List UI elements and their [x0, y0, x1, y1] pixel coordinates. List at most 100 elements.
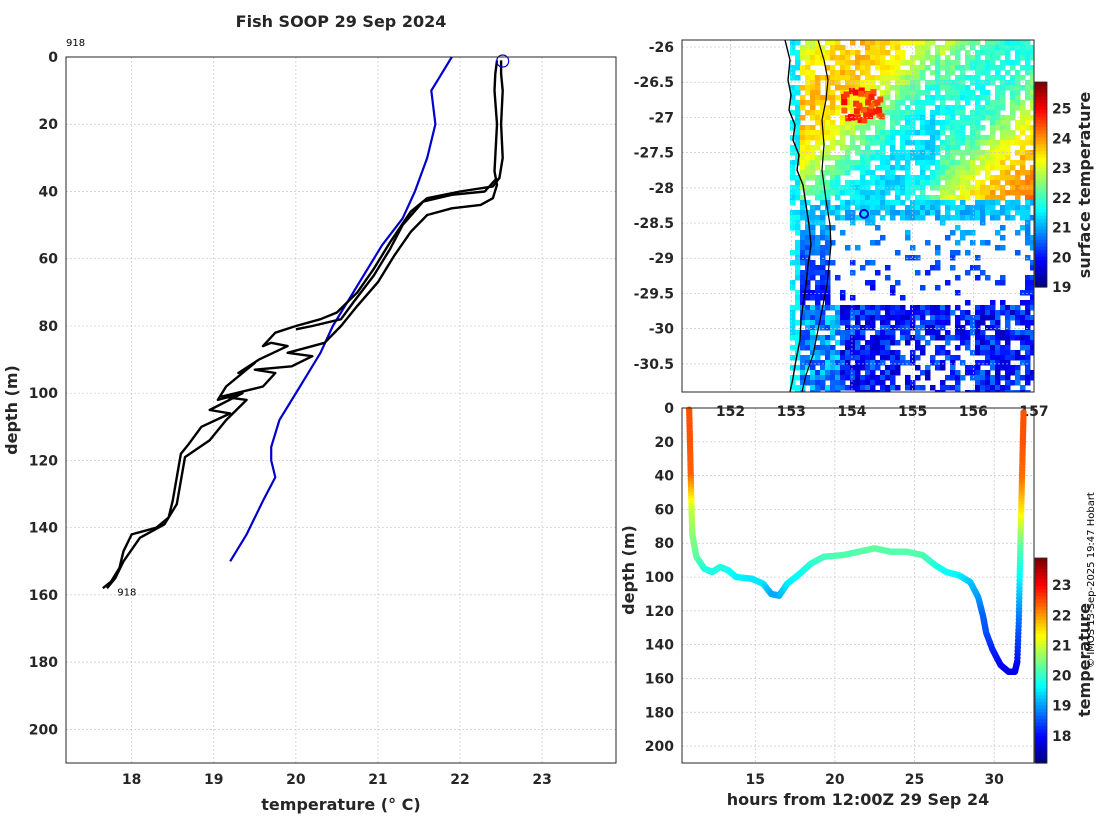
sst-cell [880, 130, 886, 136]
sst-cell [875, 85, 881, 91]
sst-cell [840, 120, 846, 126]
sst-cell [945, 195, 951, 201]
sst-cell [835, 60, 841, 66]
sst-cell [920, 155, 926, 161]
sst-cell [960, 155, 966, 161]
data-point [1020, 409, 1027, 416]
sst-cell [825, 295, 831, 301]
sst-cell [1015, 355, 1021, 361]
sst-cell [985, 175, 991, 181]
sst-cell [975, 195, 981, 201]
sst-cell [1010, 330, 1016, 336]
sst-cell [950, 180, 956, 186]
sst-cell [1020, 100, 1026, 106]
sst-cell [970, 365, 976, 371]
colorbar-segment [1035, 280, 1047, 285]
sst-cell [800, 175, 806, 181]
sst-cell [1030, 330, 1034, 336]
sst-cell [965, 145, 971, 151]
sst-cell [815, 290, 821, 296]
sst-cell [820, 225, 826, 231]
sst-cell [1025, 285, 1031, 291]
sst-cell [815, 75, 821, 81]
sst-cell [925, 165, 931, 171]
sst-cell [960, 110, 966, 116]
sst-cell [995, 345, 1001, 351]
sst-cell [980, 210, 986, 216]
sst-cell [850, 125, 856, 131]
sst-cell [950, 120, 956, 126]
sst-cell [970, 215, 976, 221]
sst-cell [800, 295, 806, 301]
sst-cell [950, 115, 956, 121]
sst-cell [915, 385, 921, 391]
sst-cell [815, 240, 821, 246]
sst-cell [870, 370, 876, 376]
sst-cell [995, 195, 1001, 201]
sst-cell [1010, 130, 1016, 136]
sst-cell [890, 305, 896, 311]
colorbar-segment [1035, 605, 1047, 610]
sst-cell [880, 385, 886, 391]
sst-cell [930, 170, 936, 176]
sst-cell [950, 165, 956, 171]
sst-cell [800, 125, 806, 131]
sst-cell [1025, 200, 1031, 206]
colorbar-segment [1035, 92, 1047, 97]
sst-cell [830, 360, 836, 366]
sst-cell [895, 70, 901, 76]
sst-cell [885, 205, 891, 211]
colorbar-segment [1035, 246, 1047, 251]
sst-cell [1000, 190, 1006, 196]
sst-cell [845, 100, 851, 106]
sst-cell [790, 320, 796, 326]
sst-cell [790, 215, 796, 221]
sst-cell [845, 55, 851, 61]
sst-cell [890, 380, 896, 386]
sst-cell [810, 150, 816, 156]
colorbar-segment [1035, 602, 1047, 607]
sst-cell [1010, 115, 1016, 121]
sst-cell [810, 295, 816, 301]
sst-cell [855, 390, 861, 392]
sst-cell [1010, 315, 1016, 321]
sst-cell [885, 90, 891, 96]
colorbar-segment [1035, 273, 1047, 278]
sst-cell [845, 145, 851, 151]
colorbar-segment [1035, 609, 1047, 614]
sst-cell [970, 65, 976, 71]
colorbar-segment [1035, 222, 1047, 227]
sst-cell [790, 195, 796, 201]
sst-cell [820, 190, 826, 196]
sst-cell [930, 110, 936, 116]
sst-cell [1010, 110, 1016, 116]
sst-cell [945, 170, 951, 176]
sst-cell [810, 385, 816, 391]
sst-cell [895, 190, 901, 196]
sst-cell [850, 295, 856, 301]
sst-cell [825, 315, 831, 321]
sst-cell [920, 175, 926, 181]
sst-cell [880, 335, 886, 341]
sst-cell [800, 130, 806, 136]
sst-cell [965, 270, 971, 276]
sst-cell [960, 230, 966, 236]
sst-cell [840, 335, 846, 341]
sst-cell [815, 235, 821, 241]
sst-cell [980, 385, 986, 391]
sst-cell [895, 40, 901, 46]
sst-cell [965, 140, 971, 146]
sst-cell [965, 100, 971, 106]
sst-cell [870, 390, 876, 392]
sst-cell [895, 210, 901, 216]
sst-cell [790, 145, 796, 151]
sst-cell [925, 305, 931, 311]
sst-cell [1000, 75, 1006, 81]
sst-cell [1005, 370, 1011, 376]
sst-cell [935, 285, 941, 291]
colorbar-segment [1035, 619, 1047, 624]
sst-cell [800, 230, 806, 236]
sst-cell [955, 75, 961, 81]
sst-cell [850, 315, 856, 321]
sst-cell [970, 185, 976, 191]
